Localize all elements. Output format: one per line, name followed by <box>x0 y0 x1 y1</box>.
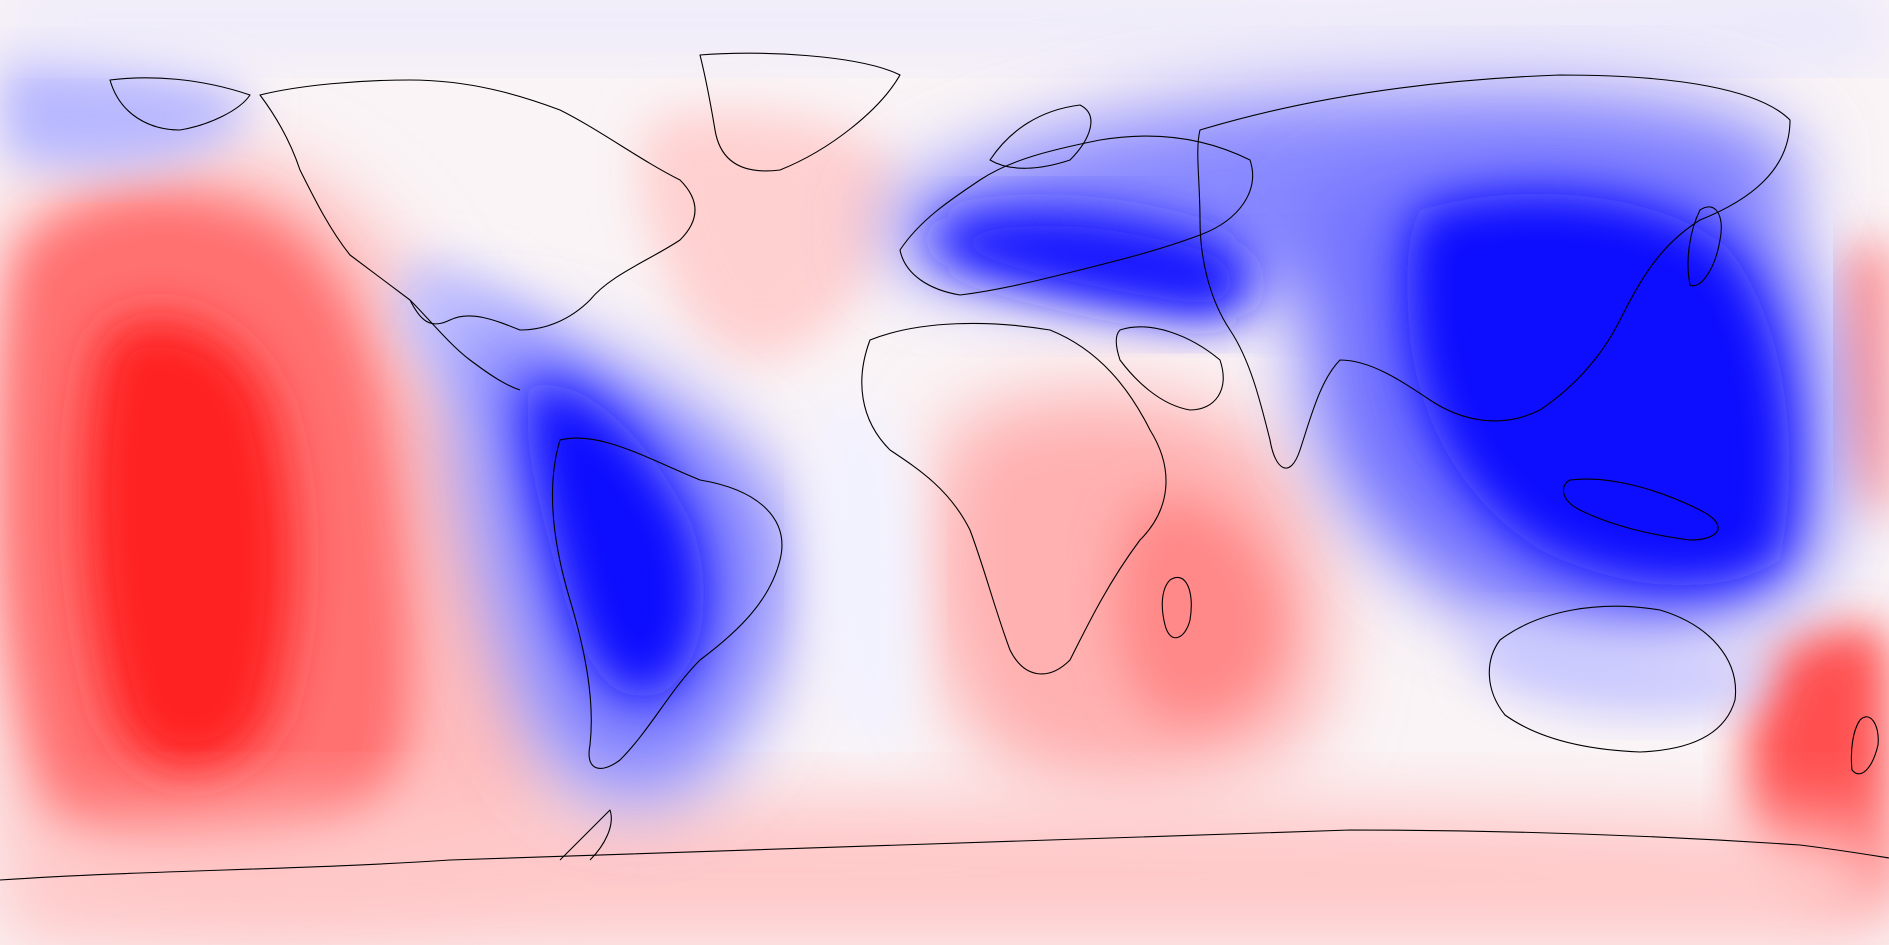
coastline-asia <box>1197 74 1791 469</box>
coastline-europe <box>899 135 1254 296</box>
south-america-negative-anomaly <box>527 380 705 700</box>
coastline-antarctica <box>0 829 1889 881</box>
coastline-australia <box>1488 605 1737 753</box>
coastline-scandinavia <box>989 104 1092 169</box>
coastline-south-america <box>552 437 783 769</box>
coastline-greenland <box>699 52 901 172</box>
coastline-new-zealand <box>1850 716 1879 775</box>
coastline-indonesia <box>1562 478 1719 541</box>
coastline-arabia <box>1115 326 1224 411</box>
north-pacific-negative <box>0 60 250 170</box>
coastline-central-america <box>409 299 521 391</box>
arctic-negative <box>0 0 1889 60</box>
antarctic-positive-anomaly <box>0 796 1889 945</box>
east-asia-negative-anomaly <box>1407 193 1790 586</box>
pacific-positive-core <box>85 318 293 773</box>
north-atlantic-positive-anomaly <box>639 110 900 361</box>
atlantic-neutral-corridor <box>814 398 917 748</box>
coastline-japan <box>1687 206 1722 287</box>
indian-ocean-positive-core <box>1116 498 1280 722</box>
australia-negative <box>1476 620 1772 713</box>
coastline-africa <box>861 322 1167 675</box>
coastline-north-america <box>259 79 696 331</box>
coastline-alaska <box>109 77 251 131</box>
negative-anomaly-layer <box>0 0 1889 798</box>
east-pacific-edge-positive <box>1846 242 1889 520</box>
positive-anomaly-layer <box>0 110 1889 945</box>
coastlines <box>0 52 1889 881</box>
coastline-antarctic-peninsula <box>559 809 612 861</box>
coastline-madagascar <box>1161 577 1192 639</box>
eurasia-negative-anomaly <box>932 209 1253 320</box>
